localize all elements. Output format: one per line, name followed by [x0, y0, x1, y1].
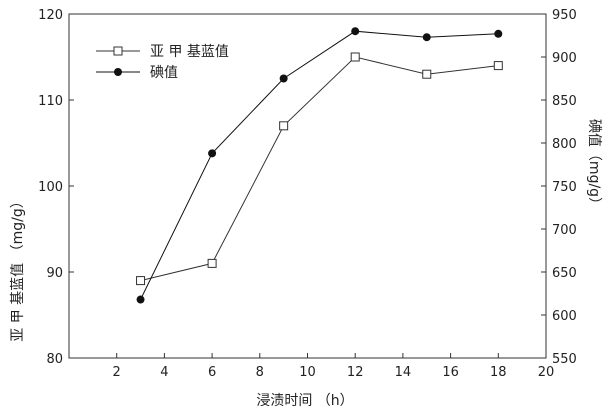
- right-y-tick-label: 650: [552, 266, 577, 281]
- left-y-tick-label: 90: [46, 266, 63, 281]
- data-point-filled-circle: [208, 149, 216, 157]
- left-y-tick-label: 120: [38, 8, 63, 23]
- x-tick-label: 2: [113, 365, 121, 380]
- legend-marker-open-square: [114, 47, 122, 55]
- data-point-open-square: [280, 122, 288, 130]
- data-point-filled-circle: [423, 33, 431, 41]
- right-y-tick-label: 600: [552, 309, 577, 324]
- x-tick-label: 20: [538, 365, 555, 380]
- legend-marker-filled-circle: [114, 68, 122, 76]
- series-line-0: [141, 57, 499, 281]
- left-y-tick-label: 80: [46, 352, 63, 367]
- data-point-open-square: [351, 53, 359, 61]
- right-y-axis-title: 碘值（mg/g）: [586, 119, 602, 211]
- x-tick-label: 14: [395, 365, 412, 380]
- data-point-open-square: [137, 277, 145, 285]
- right-y-tick-label: 850: [552, 94, 577, 109]
- x-tick-label: 18: [490, 365, 507, 380]
- series-line-1: [141, 31, 499, 299]
- right-y-tick-label: 700: [552, 223, 577, 238]
- x-axis-title: 浸渍时间 （h）: [256, 393, 353, 409]
- legend-label-iodine: 碘值: [150, 65, 178, 81]
- data-point-filled-circle: [494, 30, 502, 38]
- data-point-filled-circle: [280, 75, 288, 83]
- series-layer: [137, 27, 503, 303]
- left-y-tick-label: 110: [38, 94, 63, 109]
- legend: 亚 甲 基蓝值 碘值: [96, 43, 229, 81]
- left-y-tick-label: 100: [38, 180, 63, 195]
- x-tick-label: 12: [347, 365, 364, 380]
- right-y-tick-label: 750: [552, 180, 577, 195]
- x-tick-label: 8: [256, 365, 264, 380]
- data-point-filled-circle: [351, 27, 359, 35]
- x-tick-label: 16: [442, 365, 459, 380]
- x-tick-label: 4: [160, 365, 168, 380]
- right-y-tick-label: 550: [552, 352, 577, 367]
- right-y-tick-label: 900: [552, 51, 577, 66]
- right-y-tick-label: 800: [552, 137, 577, 152]
- legend-label-methylene-blue: 亚 甲 基蓝值: [150, 43, 229, 60]
- x-tick-label: 6: [208, 365, 216, 380]
- right-y-tick-label: 950: [552, 8, 577, 23]
- left-y-axis-title: 亚 甲 基蓝值 （mg/g）: [9, 194, 26, 341]
- x-tick-label: 10: [299, 365, 316, 380]
- data-point-filled-circle: [137, 296, 145, 304]
- data-point-open-square: [208, 259, 216, 267]
- data-point-open-square: [494, 62, 502, 70]
- data-point-open-square: [423, 70, 431, 78]
- x-axis-ticks: 2 4 6 8 10 12 14 16 18 20: [113, 353, 555, 380]
- plot-area-frame: [69, 14, 546, 358]
